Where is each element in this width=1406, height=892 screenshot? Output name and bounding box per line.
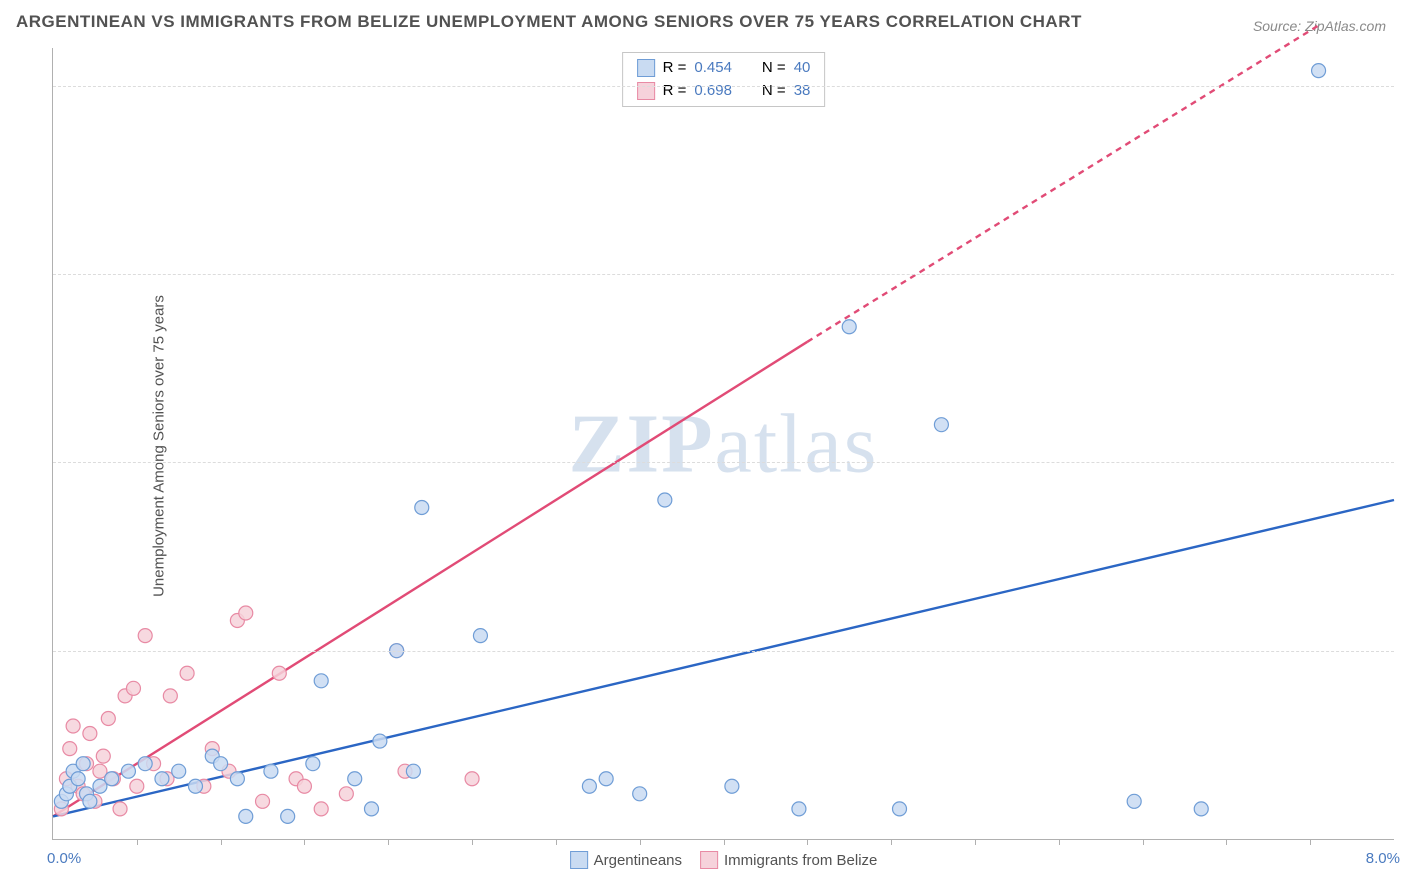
legend-stats: R = 0.454 N = 40 R = 0.698 N = 38 [622, 52, 826, 107]
gridline-h [53, 651, 1394, 652]
x-tick [1059, 839, 1060, 845]
y-tick-label: 100.0% [1402, 77, 1406, 94]
chart-title: ARGENTINEAN VS IMMIGRANTS FROM BELIZE UN… [16, 12, 1082, 32]
swatch-belize [637, 82, 655, 100]
chart-svg [53, 48, 1394, 839]
n-label: N = [762, 80, 786, 103]
r-value-argentineans: 0.454 [694, 57, 732, 80]
x-tick [891, 839, 892, 845]
gridline-h [53, 274, 1394, 275]
x-min-label: 0.0% [47, 850, 81, 867]
swatch-argentineans-bottom [570, 851, 588, 869]
y-tick-label: 75.0% [1402, 266, 1406, 283]
x-tick [137, 839, 138, 845]
legend-stats-row-argentineans: R = 0.454 N = 40 [637, 57, 811, 80]
legend-series: Argentineans Immigrants from Belize [570, 851, 878, 869]
n-value-belize: 38 [794, 80, 811, 103]
legend-item-belize: Immigrants from Belize [700, 851, 877, 869]
x-tick [556, 839, 557, 845]
r-label: R = [663, 80, 687, 103]
gridline-h [53, 86, 1394, 87]
x-tick [472, 839, 473, 845]
x-max-label: 8.0% [1366, 850, 1400, 867]
x-tick [221, 839, 222, 845]
x-tick [975, 839, 976, 845]
x-tick [388, 839, 389, 845]
x-tick [640, 839, 641, 845]
legend-item-argentineans: Argentineans [570, 851, 682, 869]
x-tick [1310, 839, 1311, 845]
y-tick-label: 25.0% [1402, 642, 1406, 659]
legend-stats-row-belize: R = 0.698 N = 38 [637, 80, 811, 103]
y-tick-label: 50.0% [1402, 454, 1406, 471]
n-value-argentineans: 40 [794, 57, 811, 80]
x-tick [304, 839, 305, 845]
gridline-h [53, 462, 1394, 463]
x-tick [1226, 839, 1227, 845]
swatch-belize-bottom [700, 851, 718, 869]
legend-label-argentineans: Argentineans [594, 852, 682, 869]
x-tick [807, 839, 808, 845]
r-label: R = [663, 57, 687, 80]
n-label: N = [762, 57, 786, 80]
x-tick [724, 839, 725, 845]
swatch-argentineans [637, 59, 655, 77]
r-value-belize: 0.698 [694, 80, 732, 103]
legend-label-belize: Immigrants from Belize [724, 852, 877, 869]
x-tick [1143, 839, 1144, 845]
plot-area: ZIPatlas R = 0.454 N = 40 R = 0.698 N = … [52, 48, 1394, 840]
source-label: Source: ZipAtlas.com [1253, 18, 1386, 34]
